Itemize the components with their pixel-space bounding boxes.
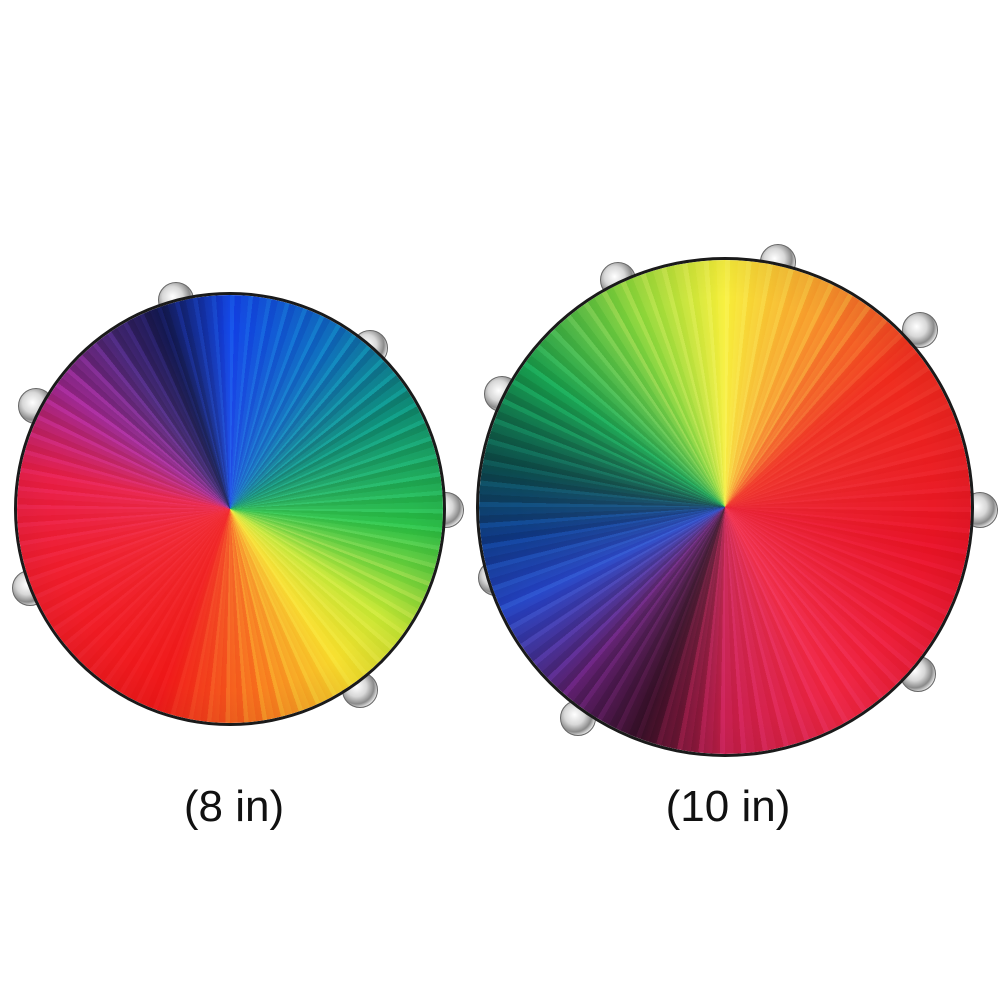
head-shading bbox=[479, 260, 971, 754]
rainbow-swirl bbox=[17, 295, 443, 723]
tambourine-head-10in bbox=[476, 257, 974, 757]
size-label-10in: (10 in) bbox=[665, 782, 791, 831]
swirl-streaks bbox=[479, 260, 971, 754]
swirl-streaks bbox=[17, 295, 443, 723]
size-label-8in: (8 in) bbox=[183, 782, 285, 831]
rainbow-swirl bbox=[479, 260, 971, 754]
tambourine-head-8in bbox=[14, 292, 446, 726]
head-shading bbox=[17, 295, 443, 723]
